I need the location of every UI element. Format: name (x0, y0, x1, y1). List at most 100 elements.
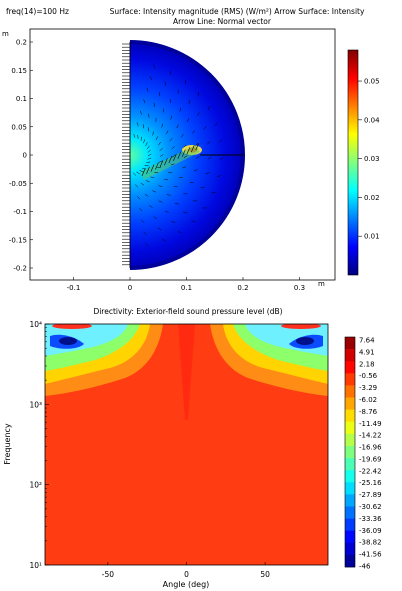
intensity-arrow (197, 112, 200, 117)
intensity-arrow (205, 172, 210, 175)
hm-center-ridge (178, 324, 195, 420)
intensity-arrow (139, 208, 143, 212)
plot2-x-tick-label: 0 (184, 570, 189, 579)
colorbar2-level (345, 506, 355, 519)
plot1-y-tick-label: -0.15 (9, 236, 27, 244)
intensity-arrow (162, 238, 166, 242)
intensity-arrow (148, 113, 150, 118)
colorbar2-level (345, 530, 355, 544)
intensity-arrow (195, 142, 199, 146)
normal-vector-arrow (164, 158, 168, 166)
intensity-arrow (159, 154, 164, 157)
plot1-y-tick-label: -0.2 (13, 265, 27, 273)
colorbar2-frame (344, 336, 356, 568)
colorbar2-tick-label: -30.62 (359, 503, 382, 511)
intensity-arrow (133, 133, 136, 138)
directivity-heatmap (45, 324, 328, 565)
normal-vector-arrow (146, 166, 150, 174)
intensity-arrow (183, 155, 188, 159)
intensity-arrow (178, 176, 183, 179)
colorbar2-tick-label: 7.64 (359, 337, 375, 345)
plot2-x-ticks: -50 0 50 (102, 562, 270, 579)
intensity-arrow (142, 167, 147, 170)
colorbar2-level (345, 445, 355, 459)
intensity-arrow (168, 171, 173, 173)
intensity-arrow (146, 145, 150, 150)
hm-red-top-right (281, 324, 321, 329)
colorbar2-tick-label: -27.89 (359, 491, 382, 499)
colorbar1 (347, 49, 359, 276)
plot1-x-tick-label: 0 (128, 284, 132, 292)
plot1-frame (29, 28, 336, 281)
colorbar2-level (345, 433, 355, 447)
plot1-y-tick-label: 0.1 (16, 95, 27, 103)
intensity-arrow (195, 156, 200, 159)
plot2-y-tick-label: 10³ (29, 400, 42, 409)
intensity-arrow (166, 130, 169, 135)
intensity-arrow (158, 200, 163, 203)
plot1-y-tick-label: -0.05 (9, 180, 27, 188)
intensity-arrow (159, 92, 161, 97)
colorbar2-level (345, 409, 355, 423)
intensity-arrow (189, 181, 194, 184)
intensity-arrow (145, 142, 148, 147)
intensity-arrow (159, 160, 163, 163)
intensity-arrow (171, 146, 175, 150)
plot2-y-tick-label: 10¹ (29, 561, 42, 570)
intensity-arrow (150, 76, 152, 81)
plot1-x-tick-label: -0.1 (67, 284, 81, 292)
colorbar2-tick-label: -8.76 (359, 408, 378, 416)
intensity-arrow (146, 161, 151, 163)
colorbar1-tick-label: 0.02 (364, 194, 380, 202)
intensity-arrow (188, 99, 191, 104)
plot1-title-line1: Surface: Intensity magnitude (RMS) (W/m²… (110, 7, 365, 16)
intensity-arrow (207, 141, 211, 145)
intensity-arrow (207, 156, 212, 160)
intensity-arrow (144, 194, 149, 197)
colorbar2-tick-label: -19.69 (359, 455, 382, 463)
intensity-arrow (157, 227, 162, 231)
colorbar2-tick-label: -22.42 (359, 467, 382, 475)
normal-vector-arrow (191, 145, 195, 153)
normal-vector-arrow (141, 168, 146, 177)
intensity-arrow (158, 185, 163, 187)
colorbar2-level (345, 542, 355, 556)
arrow-line-band (140, 145, 200, 180)
colorbar1-tick-label: 0.05 (364, 78, 380, 86)
intensity-arrow (142, 124, 144, 129)
colorbar2-ticks: 7.64 4.91 2.18 -0.56 -3.29 -6.02 -8.76 -11.49 -1… (359, 337, 382, 571)
intensity-arrow (137, 134, 139, 139)
plot1-y-unit: m (2, 30, 9, 38)
plot2-title: Directivity: Exterior-field sound pressu… (93, 307, 282, 316)
plot1-x-tick-label: 0.1 (181, 284, 192, 292)
colorbar2-tick-label: -16.96 (359, 444, 382, 452)
plot1-y-ticks: -0.2 -0.15 -0.1 -0.05 0 0.05 0.1 0.15 0.2 (9, 39, 33, 273)
normal-vector-arrow (182, 149, 186, 157)
colorbar2-tick-label: -46 (359, 563, 371, 571)
plot1-x-tick-label: 0.2 (237, 284, 248, 292)
colorbar2-tick-label: -11.49 (359, 420, 382, 428)
colorbar2-level (345, 470, 355, 483)
colorbar1-tick-label: 0.03 (364, 155, 380, 163)
intensity-arrow (140, 110, 142, 115)
intensity-arrow (135, 184, 139, 188)
intensity-arrow (153, 64, 156, 69)
intensity-arrow (186, 118, 190, 123)
directivity-plot: Directivity: Exterior-field sound pressu… (3, 307, 382, 589)
intensity-arrow (211, 192, 216, 194)
intensity-arrow (174, 203, 179, 205)
intensity-arrow (161, 123, 163, 128)
intensity-arrow (183, 144, 187, 148)
plot2-x-tick-label: -50 (102, 570, 114, 579)
intensity-arrow (147, 149, 151, 153)
plot2-ylabel: Frequency (3, 423, 12, 465)
intensity-arrow (132, 172, 137, 176)
intensity-arrow (183, 211, 188, 214)
plot1-y-tick-label: -0.1 (13, 208, 27, 216)
normal-vector-arrow (186, 147, 191, 155)
intensity-arrow (140, 182, 145, 186)
colorbar2-tick-label: -38.82 (359, 539, 382, 547)
intensity-arrow (136, 122, 139, 127)
colorbar1-ticks: 0.01 0.02 0.03 0.04 0.05 (358, 78, 380, 241)
plot1-y-tick-label: 0.05 (11, 123, 27, 131)
